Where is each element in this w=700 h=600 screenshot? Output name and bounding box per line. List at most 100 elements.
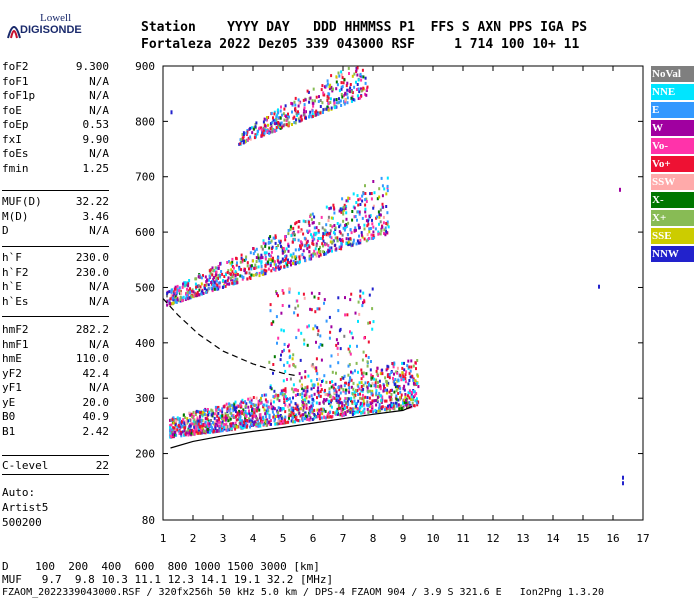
echo-point (338, 89, 341, 93)
echo-point (338, 388, 341, 392)
echo-point (293, 100, 296, 104)
echo-point (290, 101, 292, 105)
echo-point (232, 407, 235, 411)
x-tick-label: 15 (576, 532, 589, 545)
echo-point (185, 291, 188, 295)
echo-point (178, 423, 181, 427)
echo-point (348, 379, 351, 383)
echo-point (313, 412, 316, 416)
echo-point (360, 385, 363, 388)
echo-point (218, 424, 221, 428)
echo-point (254, 408, 257, 412)
echo-point (369, 389, 372, 393)
echo-point (295, 388, 298, 392)
echo-point (179, 297, 182, 301)
echo-point (277, 125, 280, 129)
echo-point (275, 292, 278, 296)
echo-point (207, 409, 209, 413)
echo-point (308, 220, 310, 224)
echo-point (275, 422, 278, 426)
echo-point (333, 106, 336, 110)
echo-point (280, 389, 283, 393)
echo-point (297, 230, 300, 234)
echo-point (292, 259, 295, 263)
echo-point (228, 416, 231, 420)
echo-point (339, 397, 342, 401)
echo-point (308, 254, 311, 258)
echo-point (346, 199, 349, 203)
echo-point (233, 402, 236, 406)
echo-point (193, 294, 196, 298)
echo-point (297, 98, 300, 102)
echo-point (392, 404, 395, 408)
echo-point (254, 263, 257, 267)
echo-point (279, 414, 282, 417)
echo-point (351, 410, 354, 414)
echo-point (283, 397, 286, 400)
echo-point (399, 386, 402, 390)
echo-point (337, 309, 340, 313)
echo-point (346, 405, 349, 409)
param-value: 282.2 (75, 323, 109, 336)
echo-point (262, 405, 265, 409)
echo-point (364, 81, 367, 85)
echo-point (343, 228, 346, 232)
echo-point (262, 422, 265, 426)
echo-point (264, 257, 267, 261)
echo-point (339, 239, 342, 242)
echo-point (323, 252, 326, 256)
echo-point (269, 384, 272, 388)
echo-point (188, 291, 191, 295)
echo-point (268, 236, 271, 240)
echo-point (191, 415, 194, 419)
echo-point (326, 94, 329, 98)
echo-point (274, 394, 277, 398)
echo-point (386, 380, 389, 384)
echo-point (168, 290, 171, 294)
echo-point (287, 229, 290, 232)
echo-point (292, 412, 295, 416)
echo-point (286, 378, 288, 381)
echo-point (386, 373, 389, 377)
echo-point (303, 338, 306, 342)
echo-point (354, 215, 357, 218)
echo-point (349, 86, 352, 90)
echo-point (275, 415, 277, 418)
echo-point (308, 229, 311, 233)
echo-point (275, 263, 277, 267)
echo-point (312, 104, 315, 108)
echo-point (302, 219, 305, 223)
echo-point (255, 417, 258, 420)
echo-point (213, 281, 216, 285)
echo-point (176, 284, 179, 288)
echo-point (229, 276, 232, 280)
echo-point (372, 234, 375, 237)
echo-point (255, 409, 258, 413)
echo-point (335, 343, 338, 347)
echo-point (309, 416, 312, 420)
echo-point (355, 404, 358, 408)
echo-point (367, 219, 369, 223)
echo-point (253, 408, 256, 412)
echo-point (344, 413, 347, 416)
echo-point (311, 109, 314, 113)
echo-point (362, 371, 365, 375)
echo-point (193, 432, 196, 436)
echo-point (294, 393, 297, 397)
echo-point (311, 235, 314, 239)
echo-point (175, 433, 178, 437)
echo-point (358, 381, 361, 385)
echo-point (248, 267, 250, 271)
echo-point (368, 321, 371, 325)
echo-point (284, 415, 287, 419)
echo-point (270, 122, 272, 126)
echo-point (325, 242, 328, 246)
echo-point (391, 362, 394, 366)
echo-point (178, 419, 181, 423)
echo-point (206, 278, 208, 282)
echo-point (174, 300, 177, 304)
echo-point (256, 129, 259, 133)
param-row: fxI 9.90 (2, 133, 109, 147)
echo-point (328, 87, 331, 91)
echo-point (339, 406, 342, 410)
